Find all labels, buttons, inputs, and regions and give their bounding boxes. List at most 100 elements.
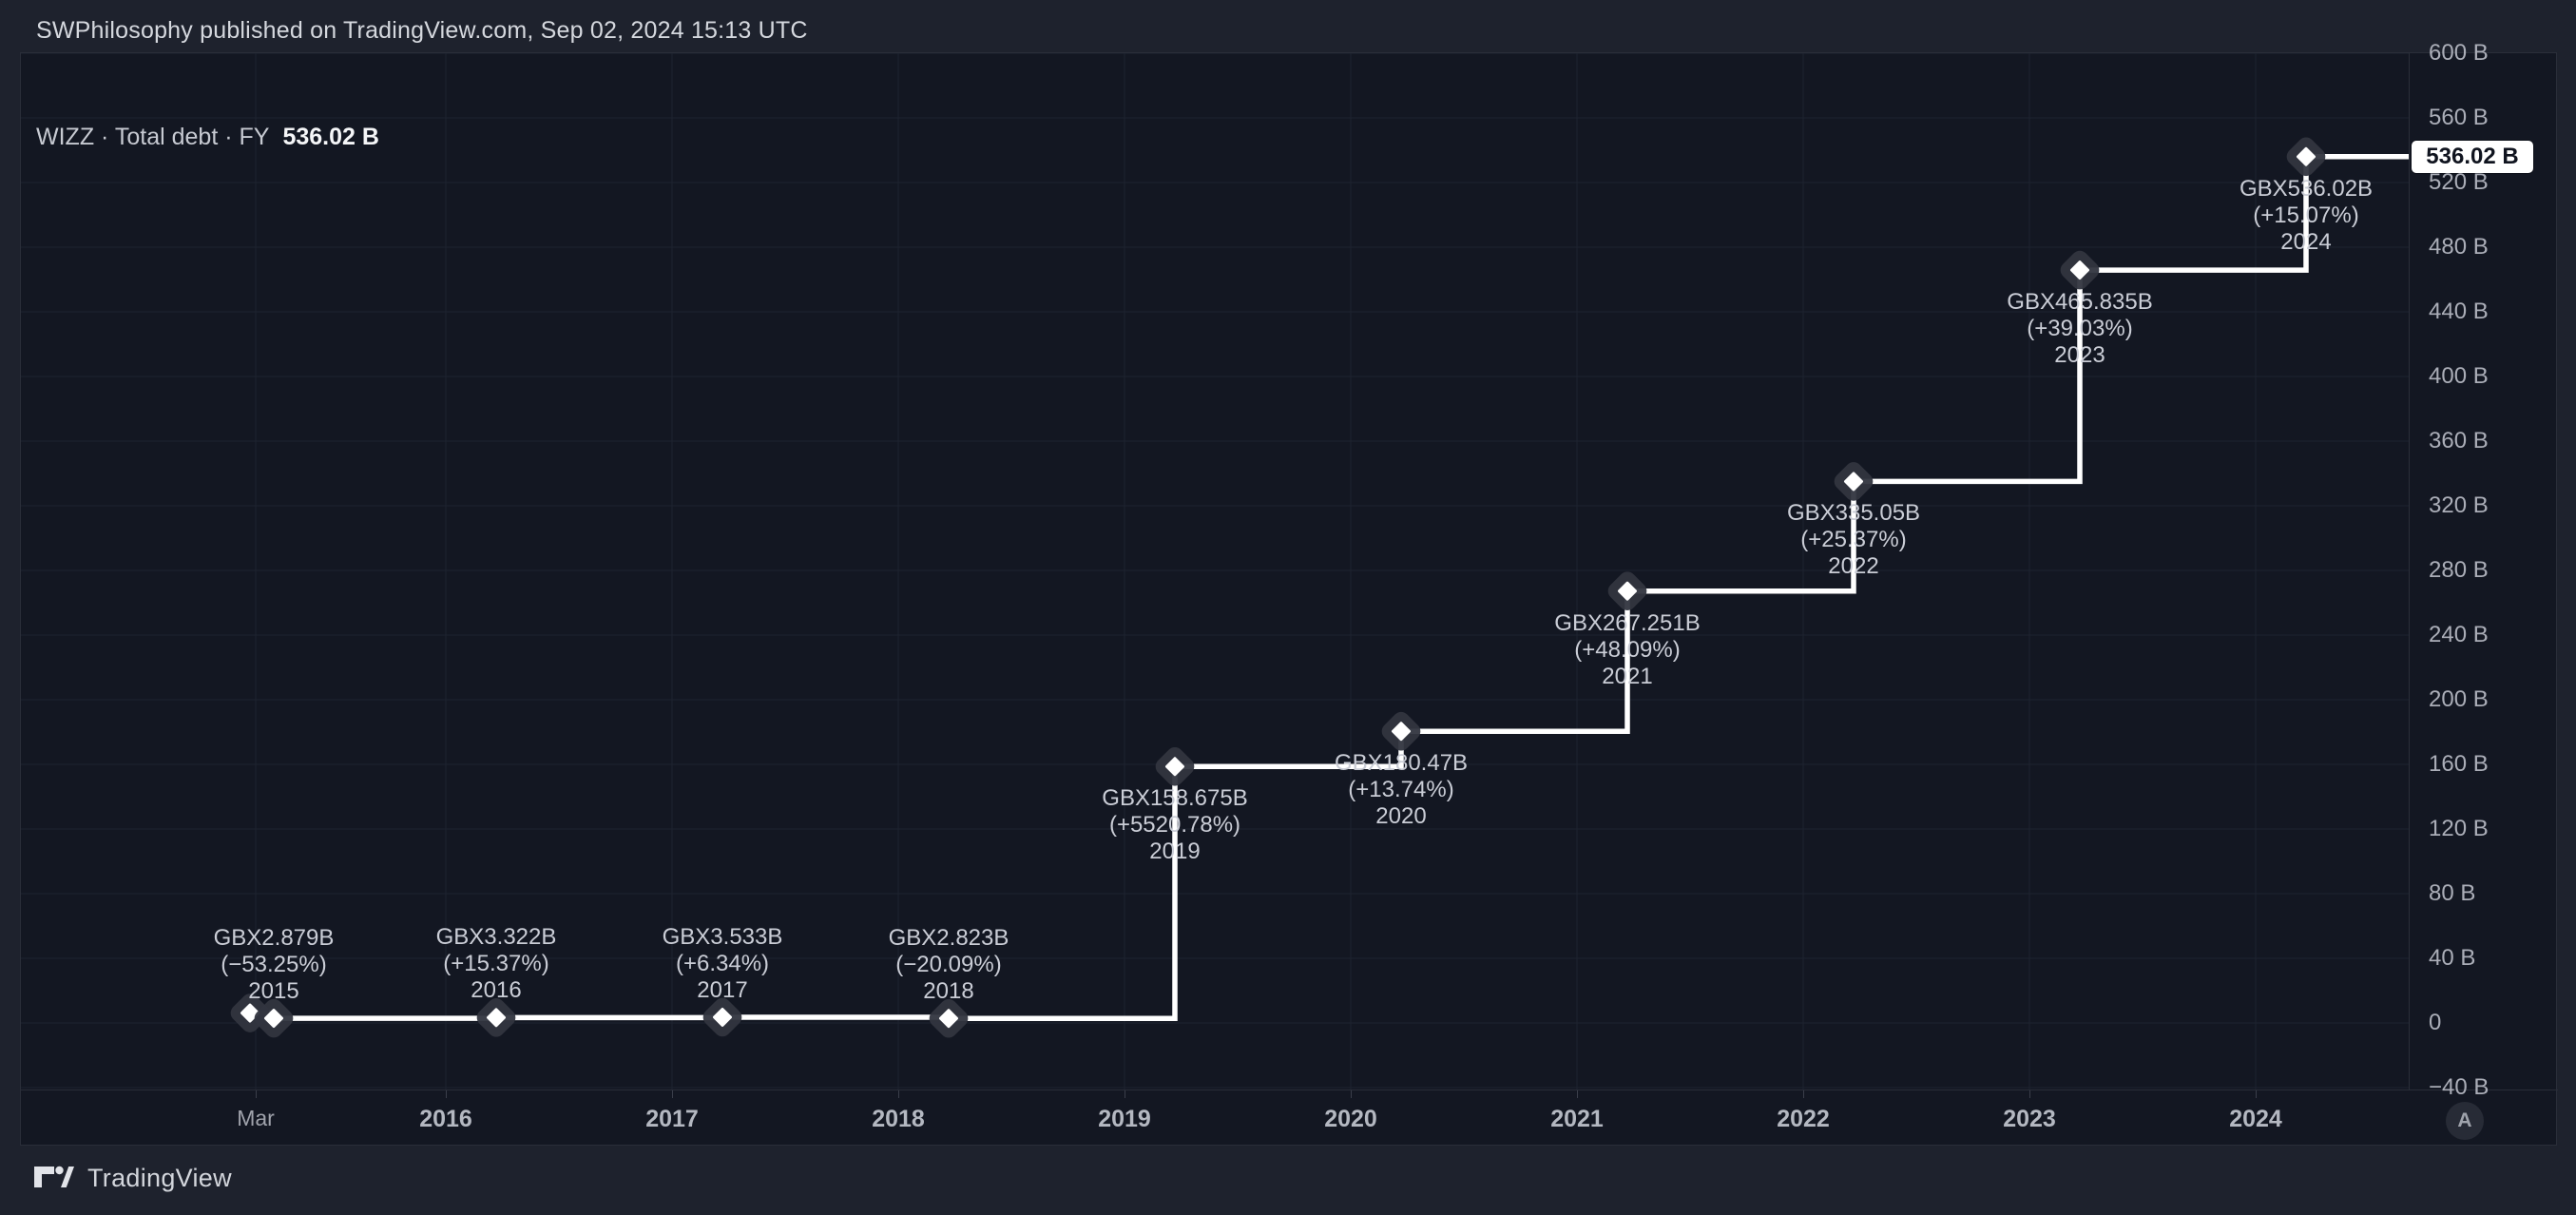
time-tick-label: 2019 — [1098, 1106, 1151, 1132]
data-label-year: 2018 — [923, 978, 974, 1005]
price-tick-label: 560 B — [2429, 105, 2489, 130]
data-label-change: (−53.25%) — [221, 952, 327, 978]
price-tick-label: 120 B — [2429, 816, 2489, 841]
data-label: GBX3.533B (+6.34%) 2017 — [663, 924, 783, 1004]
data-label: GBX536.02B (+15.07%) 2024 — [2240, 176, 2373, 256]
data-label-year: 2023 — [2054, 342, 2105, 369]
price-tick-label: 200 B — [2429, 686, 2489, 712]
price-tick-label: 160 B — [2429, 751, 2489, 777]
data-point-marker[interactable] — [263, 1008, 283, 1029]
time-tick-stub — [446, 1090, 447, 1098]
last-price-tag: 536.02 B — [2412, 141, 2533, 173]
time-tick-stub — [1351, 1090, 1352, 1098]
price-tick-label: 360 B — [2429, 428, 2489, 453]
chart-pane[interactable]: GBX2.879B (−53.25%) 2015 GBX3.322B (+15.37%)… — [21, 53, 2409, 1090]
data-point-marker[interactable] — [938, 1009, 958, 1029]
data-label: GBX158.675B (+5520.78%) 2019 — [1102, 785, 1247, 865]
price-tick-label: 80 B — [2429, 880, 2476, 906]
data-point-marker[interactable] — [486, 1008, 506, 1028]
time-tick-label: 2020 — [1324, 1106, 1377, 1132]
price-tick-label: 600 B — [2429, 40, 2489, 66]
price-tick-label: −40 B — [2429, 1074, 2489, 1100]
price-tick-label: 0 — [2429, 1010, 2442, 1035]
price-tick-label: 320 B — [2429, 492, 2489, 518]
data-label-year: 2019 — [1149, 839, 1201, 865]
time-tick-stub — [898, 1090, 899, 1098]
data-label-value: GBX536.02B — [2239, 175, 2374, 202]
price-tick-label: 480 B — [2429, 234, 2489, 260]
data-point-marker[interactable] — [2296, 146, 2316, 166]
time-tick-label: 2022 — [1777, 1106, 1830, 1132]
data-label-year: 2017 — [697, 976, 748, 1003]
data-label-value: GBX2.879B — [213, 925, 335, 952]
data-label-value: GBX180.47B — [1334, 750, 1469, 777]
chart-canvas[interactable] — [21, 53, 2409, 1090]
data-label: GBX2.823B (−20.09%) 2018 — [889, 925, 1009, 1005]
data-label-value: GBX3.322B — [435, 924, 557, 951]
data-label-year: 2024 — [2280, 228, 2332, 255]
data-label-year: 2021 — [1602, 663, 1653, 689]
price-scale[interactable]: 536.02 B 600 B 560 B 520 B 480 B 440 B 400 B 3… — [2410, 40, 2558, 1100]
data-label: GBX465.835B (+39.03%) 2023 — [2007, 289, 2152, 369]
data-point-marker[interactable] — [712, 1007, 732, 1027]
time-axis[interactable]: A Mar 2016 2017 2018 2019 2020 2021 2022 2023 202… — [21, 1090, 2558, 1147]
data-point-marker[interactable] — [1843, 472, 1863, 492]
data-label-value: GBX335.05B — [1786, 500, 1921, 527]
chart-legend: WIZZ · Total debt · FY 536.02 B — [36, 124, 379, 151]
time-tick-label: 2017 — [645, 1106, 699, 1132]
time-tick-stub — [2029, 1090, 2030, 1098]
tradingview-logo — [34, 1166, 74, 1187]
tradingview-brand: TradingView — [87, 1164, 232, 1192]
data-label: GBX2.879B (−53.25%) 2015 — [214, 925, 335, 1005]
chart-widget: GBX2.879B (−53.25%) 2015 GBX3.322B (+15.37%)… — [20, 40, 2558, 1147]
data-label-change: (−20.09%) — [895, 952, 1002, 978]
legend-title: WIZZ · Total debt · FY — [36, 124, 270, 150]
data-label-change: (+15.37%) — [443, 951, 549, 977]
data-label-change: (+13.74%) — [1348, 777, 1454, 803]
price-tick-label: 520 B — [2429, 169, 2489, 195]
publish-credit: SWPhilosophy published on TradingView.co… — [36, 17, 808, 44]
price-tick-label: 240 B — [2429, 622, 2489, 647]
time-tick-stub — [1803, 1090, 1804, 1098]
data-label-change: (+48.09%) — [1574, 636, 1681, 663]
data-point-marker[interactable] — [1391, 722, 1411, 742]
data-label: GBX3.322B (+15.37%) 2016 — [436, 924, 557, 1004]
price-tick-label: 440 B — [2429, 299, 2489, 324]
data-point-marker[interactable] — [1617, 581, 1637, 601]
price-scale-divider — [2409, 53, 2410, 1090]
footer: TradingView — [34, 1164, 232, 1193]
price-tick-label: 40 B — [2429, 945, 2476, 971]
data-label-change: (+15.07%) — [2253, 202, 2359, 228]
time-tick-stub — [256, 1090, 257, 1098]
data-label-value: GBX2.823B — [888, 925, 1009, 952]
data-label: GBX180.47B (+13.74%) 2020 — [1335, 750, 1468, 830]
time-tick-label: 2024 — [2229, 1106, 2282, 1132]
data-label-value: GBX158.675B — [1102, 785, 1248, 812]
time-tick-label: 2021 — [1550, 1106, 1604, 1132]
time-tick-stub — [672, 1090, 673, 1098]
time-tick-label: 2023 — [2003, 1106, 2056, 1132]
data-label-year: 2020 — [1375, 803, 1427, 830]
legend-value: 536.02 B — [282, 124, 379, 150]
data-label-value: GBX465.835B — [2007, 289, 2153, 316]
data-label-year: 2015 — [248, 978, 299, 1005]
data-point-marker[interactable] — [1164, 757, 1184, 777]
price-tick-label: 280 B — [2429, 557, 2489, 583]
data-point-marker[interactable] — [2069, 260, 2089, 280]
data-label-value: GBX267.251B — [1554, 609, 1701, 636]
data-label-value: GBX3.533B — [662, 923, 783, 950]
auto-scale-button[interactable]: A — [2446, 1102, 2484, 1140]
data-label-change: (+6.34%) — [675, 950, 770, 976]
time-tick-label: Mar — [237, 1106, 275, 1130]
data-label-year: 2016 — [471, 977, 522, 1004]
time-tick-stub — [2256, 1090, 2257, 1098]
data-label: GBX267.251B (+48.09%) 2021 — [1554, 610, 1700, 690]
data-label-change: (+5520.78%) — [1108, 812, 1241, 839]
time-tick-label: 2016 — [419, 1106, 472, 1132]
price-tick-label: 400 B — [2429, 363, 2489, 389]
time-tick-stub — [1577, 1090, 1578, 1098]
data-label-year: 2022 — [1828, 553, 1879, 580]
data-label-change: (+25.37%) — [1800, 527, 1907, 553]
data-label: GBX335.05B (+25.37%) 2022 — [1787, 500, 1920, 580]
